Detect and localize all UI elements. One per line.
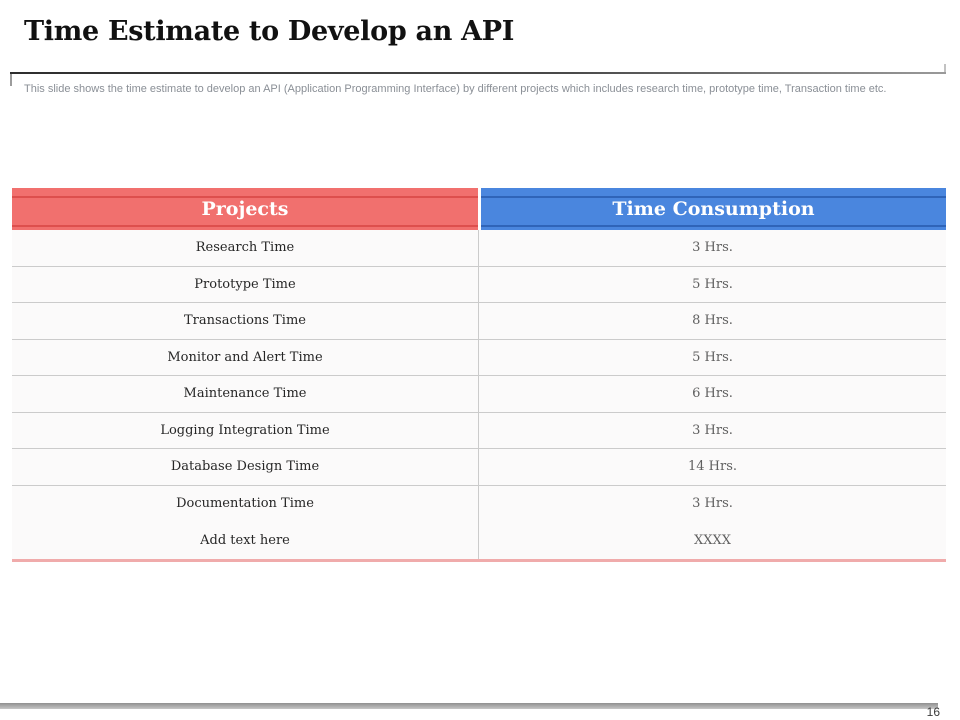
table-row-transactions-time: Transactions Time 8 Hrs.	[12, 303, 946, 340]
table-body: Research Time 3 Hrs. Prototype Time 5 Hr…	[12, 230, 946, 562]
title-divider	[10, 64, 946, 86]
cell-time: 5 Hrs.	[692, 276, 733, 292]
column-header-time-consumption: Time Consumption	[481, 188, 946, 230]
cell-project: Database Design Time	[12, 449, 479, 485]
cell-project: Monitor and Alert Time	[12, 339, 479, 375]
cell-project: Add text here	[12, 522, 479, 559]
cell-project: Logging Integration Time	[12, 412, 479, 448]
time-estimate-table: Projects Time Consumption Research Time …	[12, 188, 946, 562]
cell-time: XXXX	[693, 532, 732, 548]
table-row-logging-integration-time: Logging Integration Time 3 Hrs.	[12, 412, 946, 449]
divider-left-tick	[10, 74, 12, 86]
divider-right-tick	[944, 64, 946, 72]
footer-bar	[0, 703, 938, 709]
cell-time: 5 Hrs.	[692, 349, 733, 365]
table-row-prototype-time: Prototype Time 5 Hrs.	[12, 266, 946, 303]
table-row-research-time: Research Time 3 Hrs.	[12, 230, 946, 267]
table-row-documentation-time: Documentation Time 3 Hrs.	[12, 485, 946, 522]
cell-time: 3 Hrs.	[692, 496, 733, 512]
table-row-maintenance-time: Maintenance Time 6 Hrs.	[12, 376, 946, 413]
table-row-add-text-here: Add text here XXXX	[12, 522, 946, 559]
table-row-database-design-time: Database Design Time 14 Hrs.	[12, 449, 946, 486]
page-title: Time Estimate to Develop an API	[24, 16, 515, 47]
cell-time: 14 Hrs.	[687, 459, 738, 475]
cell-project: Documentation Time	[12, 485, 479, 522]
column-header-projects: Projects	[12, 188, 478, 230]
table-header-row: Projects Time Consumption	[12, 188, 946, 230]
cell-project: Maintenance Time	[12, 376, 479, 412]
cell-project: Transactions Time	[12, 303, 479, 339]
cell-project: Research Time	[12, 230, 479, 266]
column-header-projects-label: Projects	[201, 198, 289, 220]
column-header-time-consumption-label: Time Consumption	[612, 198, 815, 220]
cell-time: 6 Hrs.	[692, 386, 733, 402]
cell-project: Prototype Time	[12, 266, 479, 302]
cell-time: 8 Hrs.	[692, 313, 733, 329]
table-row-monitor-and-alert-time: Monitor and Alert Time 5 Hrs.	[12, 339, 946, 376]
page-number: 16	[926, 705, 940, 719]
cell-time: 3 Hrs.	[692, 240, 733, 256]
cell-time: 3 Hrs.	[692, 422, 733, 438]
slide-description: This slide shows the time estimate to de…	[24, 83, 887, 95]
